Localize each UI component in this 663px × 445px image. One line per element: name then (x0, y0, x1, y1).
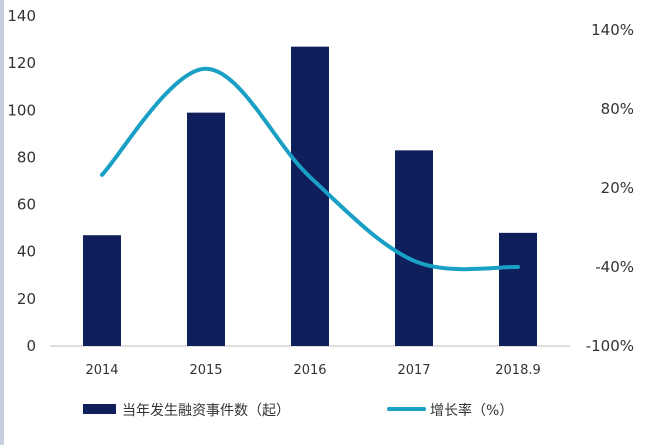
legend-line-label: 增长率（%） (430, 402, 513, 419)
left-tick-label: 20 (17, 290, 36, 308)
left-tick-label: 60 (17, 196, 36, 214)
legend-bar-swatch (83, 404, 116, 414)
left-tick-label: 120 (7, 54, 36, 72)
left-tick-label: 40 (17, 243, 36, 261)
legend: 当年发生融资事件数（起） 增长率（%） (83, 402, 513, 419)
left-edge-strip (0, 0, 4, 445)
bar-2014 (83, 235, 121, 346)
x-tick-label: 2016 (293, 363, 326, 378)
right-tick-label: -40% (595, 258, 634, 276)
bar-2018.9 (499, 232, 537, 346)
right-tick-label: -100% (586, 337, 634, 355)
bar-2017 (395, 150, 433, 346)
left-tick-label: 100 (7, 101, 36, 119)
left-tick-label: 140 (7, 7, 36, 25)
right-tick-label: 80% (601, 100, 634, 118)
left-y-axis: 0 20 40 60 80 100 120 140 (7, 7, 36, 355)
growth-rate-line (100, 66, 520, 272)
x-tick-label: 2018.9 (495, 363, 541, 378)
legend-bar-label: 当年发生融资事件数（起） (122, 403, 290, 419)
x-tick-label: 2015 (189, 363, 222, 378)
right-y-axis: -100% -40% 20% 80% 140% (586, 21, 634, 355)
right-tick-label: 140% (591, 21, 634, 39)
left-tick-label: 0 (26, 337, 36, 355)
bar-2016 (291, 46, 329, 347)
bar-2015 (187, 112, 225, 347)
left-tick-label: 80 (17, 148, 36, 166)
x-tick-label: 2017 (397, 363, 430, 378)
x-tick-label: 2014 (85, 363, 118, 378)
bar-series (83, 46, 537, 347)
x-axis-ticks: 2014 2015 2016 2017 2018.9 (85, 363, 540, 378)
right-tick-label: 20% (601, 179, 634, 197)
